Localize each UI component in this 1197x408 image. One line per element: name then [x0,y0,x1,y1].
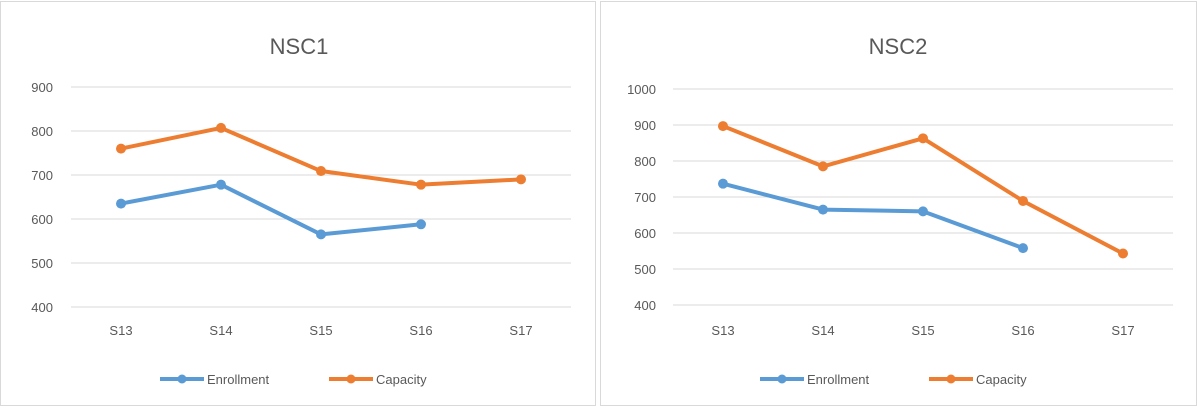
y-tick-label: 800 [31,124,53,139]
data-point-capacity [416,179,426,190]
data-point-capacity [718,121,728,132]
legend-label-capacity: Capacity [976,372,1027,387]
x-tick-label: S17 [1111,323,1134,338]
legend-label-capacity: Capacity [376,372,427,387]
x-tick-label: S13 [109,323,132,338]
data-point-enrollment [918,206,928,217]
data-point-capacity [116,143,126,154]
x-tick-label: S15 [309,323,332,338]
y-tick-label: 900 [634,118,656,133]
x-tick-label: S15 [911,323,934,338]
y-tick-label: 600 [634,226,656,241]
chart-panel-nsc1: NSC1 400 500 600 700 800 900 S13 S14 S15 S16 S17 … [0,1,596,406]
data-point-enrollment [718,178,728,189]
legend-marker-enrollment [777,374,787,384]
legend-marker-capacity [946,374,956,384]
chart-panel-nsc2: NSC2 400 500 600 700 800 900 1000 S13 S14 S15 S16… [600,1,1197,406]
legend-label-enrollment: Enrollment [807,372,870,387]
chart-title: NSC1 [270,34,329,59]
data-point-enrollment [216,179,226,190]
x-tick-label: S16 [1011,323,1034,338]
y-tick-label: 400 [634,298,656,313]
data-point-capacity [1118,248,1128,259]
legend-marker-enrollment [177,374,187,384]
chart-svg-nsc2: NSC2 400 500 600 700 800 900 1000 S13 S14 S15 S16… [627,34,1173,387]
data-point-capacity [316,166,326,177]
data-point-capacity [1018,195,1028,206]
data-point-capacity [918,133,928,144]
y-tick-label: 700 [31,168,53,183]
y-tick-label: 700 [634,190,656,205]
data-point-capacity [216,122,226,133]
y-tick-label: 600 [31,212,53,227]
y-tick-label: 400 [31,300,53,315]
legend-label-enrollment: Enrollment [207,372,270,387]
data-point-enrollment [316,229,326,240]
legend-marker-capacity [346,374,356,384]
series-line-enrollment [119,182,423,237]
x-tick-label: S17 [509,323,532,338]
data-point-capacity [516,174,526,185]
x-tick-label: S14 [811,323,834,338]
data-point-enrollment [416,219,426,230]
series-line-capacity [721,124,1125,256]
x-tick-label: S13 [711,323,734,338]
x-tick-label: S16 [409,323,432,338]
y-tick-label: 900 [31,80,53,95]
series-line-enrollment [721,181,1025,251]
x-tick-label: S14 [209,323,232,338]
y-tick-label: 800 [634,154,656,169]
y-tick-label: 1000 [627,82,656,97]
data-point-capacity [818,161,828,172]
data-point-enrollment [116,198,126,209]
chart-title: NSC2 [869,34,928,59]
data-point-enrollment [818,204,828,215]
y-tick-label: 500 [634,262,656,277]
data-point-enrollment [1018,243,1028,254]
y-tick-label: 500 [31,256,53,271]
series-line-capacity [119,125,523,187]
